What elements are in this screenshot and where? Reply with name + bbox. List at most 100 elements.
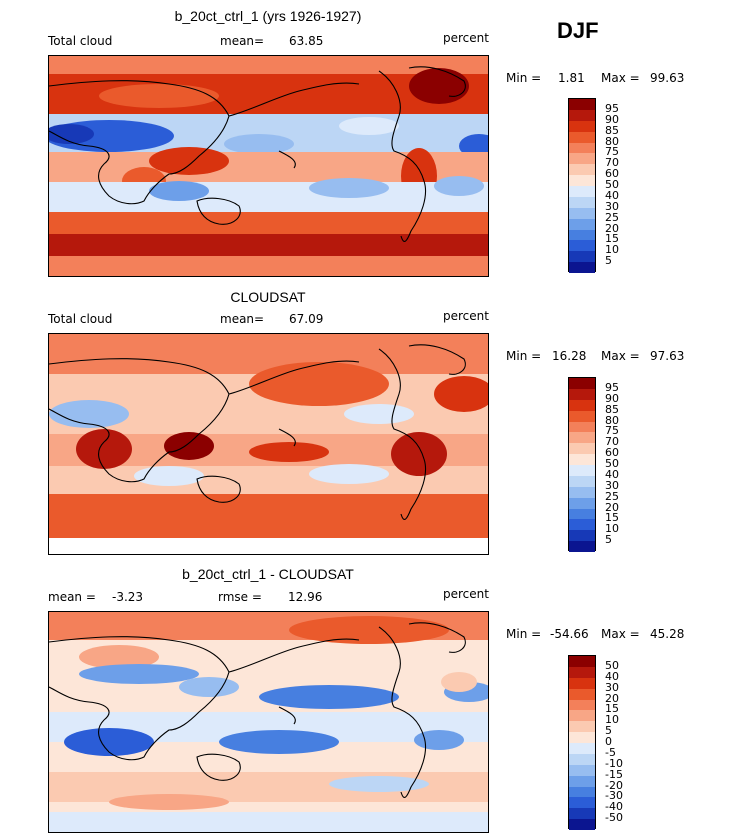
colorbar-swatch [569,465,595,476]
map-blob [391,432,447,476]
panel-3-max-label: Max = [601,627,640,641]
map-blob [434,176,484,196]
colorbar-swatch [569,710,595,722]
colorbar-tick-label: 60 [605,446,619,460]
map-blob [309,464,389,484]
colorbar-tick-label: 75 [605,145,619,159]
colorbar-swatch [569,743,595,754]
panel-1-mean-value: 63.85 [289,34,324,48]
colorbar-tick-label: 25 [605,210,619,224]
panel-2-colorbar [568,377,596,552]
colorbar-swatch [569,764,595,776]
map-blob [329,776,429,792]
colorbar-tick-label: 25 [605,489,619,503]
colorbar-tick-label: 70 [605,435,619,449]
panel-3-mean-label: mean = [48,590,96,604]
map-blob [219,730,339,754]
colorbar-tick-label: 95 [605,101,619,115]
map-blob [459,134,488,158]
coastlines [49,344,466,520]
colorbar-swatch [569,819,595,830]
panel-3-units: percent [443,587,489,601]
panel-1-max-value: 99.63 [650,71,685,85]
colorbar-swatch [569,131,595,143]
colorbar-tick-label: 20 [605,691,619,705]
panel-1-units: percent [443,31,489,45]
map-blob [149,147,229,175]
panel-3-rmse-label: rmse = [218,590,262,604]
map-blob [259,685,399,709]
colorbar-tick-label: 70 [605,156,619,170]
panel-1-min-value: 1.81 [558,71,585,85]
colorbar-swatch [569,164,595,176]
colorbar-tick-label: -30 [605,789,623,803]
colorbar-swatch [569,378,595,389]
colorbar-swatch [569,443,595,455]
map-blob [249,362,389,406]
colorbar-tick-label: 10 [605,243,619,257]
map-blob [409,68,469,104]
colorbar-swatch [569,688,595,700]
map-band [49,182,488,212]
map-band [49,234,488,256]
map-blob [441,672,477,692]
colorbar-swatch [569,421,595,433]
colorbar-tick-label: 85 [605,402,619,416]
panel-1-mean-label: mean= [220,34,265,48]
colorbar-swatch [569,677,595,689]
panel-3-colorbar [568,655,596,830]
colorbar-swatch [569,786,595,798]
map-band [49,538,488,554]
map-band [49,56,488,74]
colorbar-tick-label: 10 [605,522,619,536]
colorbar-swatch [569,109,595,121]
map-blob [49,400,129,428]
colorbar-tick-label: 85 [605,123,619,137]
colorbar-swatch [569,99,595,110]
colorbar-tick-label: 10 [605,713,619,727]
map-blob [339,117,399,135]
colorbar-tick-label: -40 [605,800,623,814]
panel-2-max-label: Max = [601,349,640,363]
colorbar-swatch [569,475,595,487]
season-label: DJF [557,18,599,43]
colorbar-swatch [569,486,595,498]
map-band [49,256,488,276]
colorbar-tick-label: 40 [605,188,619,202]
map-blob [79,645,159,669]
map-blob [64,728,154,756]
colorbar-tick-label: 80 [605,413,619,427]
panel-2-mean-value: 67.09 [289,312,324,326]
map-blob [414,730,464,750]
map-blob [164,432,214,460]
colorbar-tick-label: 5 [605,724,612,738]
map-blob [434,376,488,412]
colorbar-tick-label: 40 [605,669,619,683]
panel-2-title: CLOUDSAT [230,289,306,305]
colorbar-swatch [569,153,595,165]
colorbar-swatch [569,519,595,531]
colorbar-swatch [569,721,595,733]
colorbar-swatch [569,175,595,186]
colorbar-swatch [569,656,595,667]
panel-1-min-label: Min = [506,71,542,85]
colorbar-tick-label: 80 [605,134,619,148]
coastlines [49,622,466,798]
colorbar-tick-label: -15 [605,767,623,781]
panel-3-rmse-value: 12.96 [288,590,323,604]
colorbar-swatch [569,196,595,208]
colorbar-swatch [569,508,595,520]
map-blob [224,134,294,154]
colorbar-tick-label: 30 [605,199,619,213]
colorbar-swatch [569,240,595,252]
colorbar-swatch [569,207,595,219]
panel-2-map [48,333,489,555]
colorbar-swatch [569,699,595,711]
colorbar-swatch [569,262,595,273]
panel-3-mean-value: -3.23 [112,590,144,604]
panel-3-title: b_20ct_ctrl_1 - CLOUDSAT [182,566,354,582]
colorbar-swatch [569,732,595,743]
map-blob [76,429,132,469]
map-band [49,812,488,832]
panel-3-min-label: Min = [506,627,542,641]
